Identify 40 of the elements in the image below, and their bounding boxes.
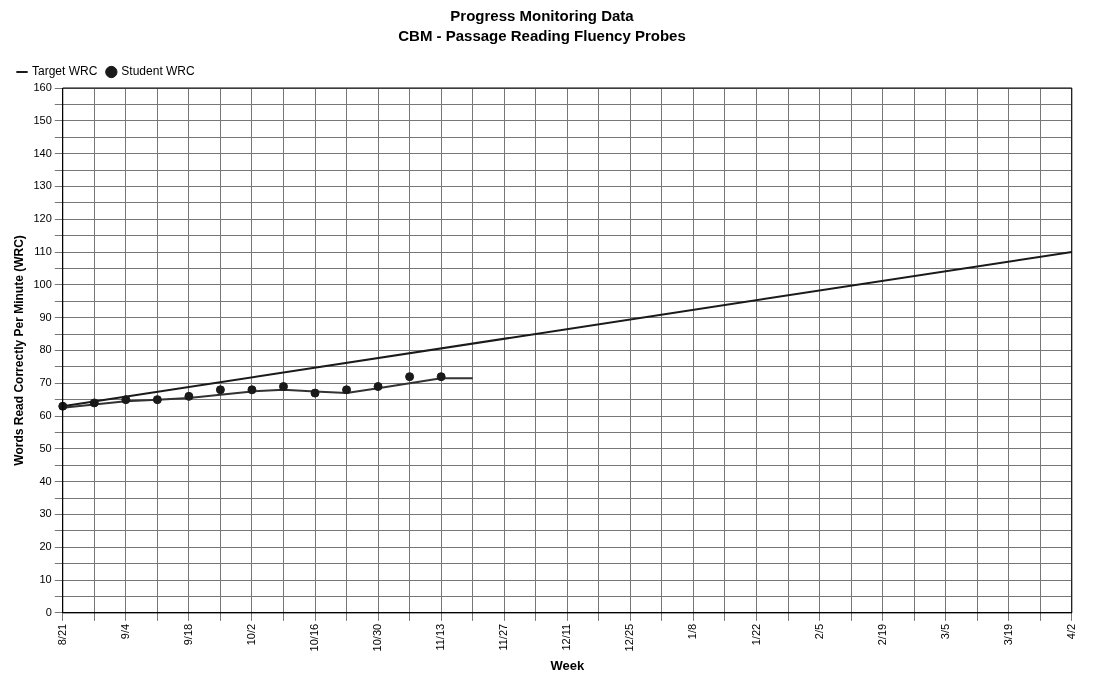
y-tick-label: 150 — [33, 113, 52, 126]
x-tick-label: 1/22 — [749, 623, 762, 646]
x-tick-label: 12/11 — [560, 623, 573, 651]
x-tick-label: 10/16 — [308, 623, 321, 652]
y-axis-title: Words Read Correctly Per Minute (WRC) — [11, 235, 26, 466]
legend-label: Target WRC — [32, 64, 98, 79]
x-tick-label: 3/19 — [1001, 623, 1014, 646]
x-axis-title: Week — [550, 657, 585, 673]
x-tick-label: 10/30 — [371, 623, 384, 652]
y-tick-label: 120 — [33, 212, 52, 225]
x-tick-label: 11/13 — [434, 623, 447, 651]
x-tick-label: 4/2 — [1064, 623, 1077, 640]
x-tick-label: 11/27 — [497, 623, 510, 651]
y-tick-label: 60 — [39, 409, 52, 422]
y-tick-label: 80 — [39, 343, 52, 356]
x-tick-label: 10/2 — [244, 623, 257, 646]
x-tick-label: 2/5 — [812, 623, 825, 640]
chart-title: Progress Monitoring Data — [450, 7, 635, 25]
y-tick-label: 10 — [39, 573, 52, 586]
y-tick-label: 20 — [39, 540, 52, 553]
x-tick-label: 2/19 — [875, 623, 888, 646]
y-tick-label: 90 — [39, 310, 52, 323]
y-tick-label: 100 — [33, 277, 52, 290]
y-tick-label: 50 — [39, 441, 52, 454]
y-tick-label: 70 — [39, 376, 52, 389]
y-tick-label: 30 — [39, 507, 52, 520]
y-tick-label: 110 — [34, 245, 52, 258]
y-tick-label: 140 — [33, 146, 52, 159]
y-tick-label: 40 — [39, 474, 52, 487]
y-tick-label: 130 — [33, 179, 52, 192]
x-tick-label: 1/8 — [686, 623, 699, 640]
x-tick-label: 9/4 — [118, 623, 131, 640]
x-tick-label: 12/25 — [623, 623, 636, 652]
chart-subtitle: CBM - Passage Reading Fluency Probes — [398, 27, 686, 45]
x-tick-label: 3/5 — [938, 623, 951, 640]
x-tick-label: 8/21 — [55, 623, 68, 646]
y-tick-label: 0 — [45, 605, 52, 618]
legend-label: Student WRC — [121, 64, 196, 79]
x-tick-label: 9/18 — [181, 623, 194, 646]
y-tick-label: 160 — [33, 81, 52, 94]
